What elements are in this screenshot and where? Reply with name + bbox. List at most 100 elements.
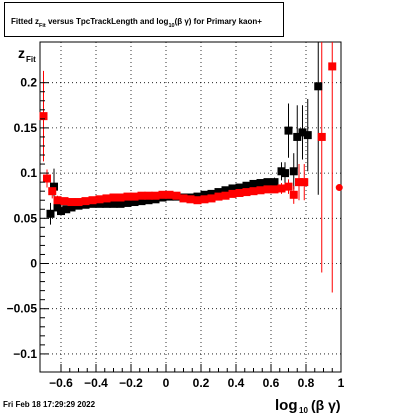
data-point: [317, 132, 326, 141]
data-point: [144, 196, 153, 205]
x-tick-label: 1: [338, 376, 345, 390]
data-point: [249, 179, 258, 188]
data-point: [235, 188, 244, 197]
data-point: [48, 187, 57, 196]
data-point: [277, 184, 286, 193]
data-point: [270, 178, 279, 187]
data-point: [144, 191, 153, 200]
data-point: [165, 190, 174, 199]
data-point: [200, 195, 209, 204]
data-point: [116, 199, 125, 208]
data-point: [289, 190, 298, 199]
data-point: [200, 190, 209, 199]
y-axis-label-main: z: [18, 45, 25, 61]
x-tick-label: −0.6: [49, 376, 73, 390]
data-point: [60, 197, 69, 206]
data-point: [102, 199, 111, 208]
data-point: [95, 195, 104, 204]
chart-title: Fitted zFit versus TpcTrackLength and lo…: [11, 17, 262, 29]
title-lead: Fitted z: [11, 17, 39, 26]
data-point: [303, 131, 312, 140]
data-point: [130, 198, 139, 207]
data-point: [158, 190, 167, 199]
data-point: [46, 209, 55, 218]
data-point: [130, 192, 139, 201]
data-point: [270, 185, 279, 194]
data-point: [289, 167, 298, 176]
data-point: [214, 192, 223, 201]
y-tick-label: 0.1: [20, 166, 37, 180]
title-middle: versus TpcTrackLength and log: [46, 17, 169, 26]
x-tick-label: −0.2: [119, 376, 143, 390]
x-axis-label-sub: 10: [299, 406, 308, 414]
data-point: [235, 183, 244, 192]
chart-title-box: Fitted zFit versus TpcTrackLength and lo…: [4, 2, 284, 37]
data-point: [172, 191, 181, 200]
x-tick-label: 0.4: [228, 376, 245, 390]
x-tick-label: 0.2: [193, 376, 210, 390]
data-point: [43, 174, 51, 183]
y-tick-label: −0.05: [7, 302, 38, 316]
x-tick-label: 0.6: [263, 376, 280, 390]
data-point: [207, 194, 216, 203]
x-tick-label: 0: [163, 376, 170, 390]
y-tick-label: 0.15: [14, 121, 38, 135]
data-point: [50, 182, 58, 191]
y-tick-label: 0.05: [14, 211, 38, 225]
data-point: [151, 191, 160, 200]
data-point: [116, 193, 125, 202]
data-point: [221, 191, 230, 200]
data-point: [207, 189, 216, 198]
title-middle-sub: 10: [168, 23, 174, 29]
data-markers: [39, 62, 343, 218]
data-point: [109, 193, 118, 202]
axis-ticks: [40, 82, 342, 372]
y-tick-label: −0.1: [13, 347, 37, 361]
y-axis-label: z Fit: [18, 45, 36, 64]
data-point: [300, 178, 309, 187]
x-axis-label: log 10 (β γ): [275, 397, 341, 414]
data-point: [179, 194, 188, 203]
data-point: [256, 179, 265, 188]
data-point: [57, 207, 65, 216]
data-point: [67, 198, 76, 207]
data-point: [314, 82, 323, 91]
data-point: [53, 196, 62, 205]
data-point: [281, 169, 289, 178]
x-tick-label: 0.8: [298, 376, 315, 390]
data-point: [137, 197, 146, 206]
y-axis-label-sub: Fit: [26, 55, 36, 64]
data-point: [62, 205, 71, 214]
data-point: [88, 196, 97, 205]
data-point: [284, 126, 293, 135]
data-point: [123, 198, 132, 207]
data-point: [67, 203, 76, 212]
data-point: [74, 198, 83, 207]
data-point: [295, 178, 303, 187]
x-axis-label-tail: (β γ): [311, 397, 341, 413]
data-point: [186, 195, 195, 204]
data-point: [263, 178, 272, 187]
data-point: [335, 184, 343, 192]
y-tick-label: 0: [30, 257, 37, 271]
x-axis-label-main: log: [275, 397, 298, 414]
data-point: [214, 188, 223, 197]
y-tick-label: 0.2: [20, 76, 37, 90]
data-point: [109, 199, 118, 208]
data-point: [249, 187, 258, 196]
data-point: [298, 128, 307, 137]
data-point: [293, 132, 302, 141]
data-point: [256, 186, 265, 195]
data-point: [221, 186, 230, 195]
title-tail: (β γ) for Primary kaon+: [175, 17, 263, 26]
data-point: [137, 191, 146, 200]
data-point: [242, 181, 251, 190]
data-point: [81, 197, 90, 206]
data-point: [242, 188, 251, 197]
title-lead-sub: Fit: [39, 23, 46, 29]
data-point: [95, 199, 104, 208]
data-point: [39, 112, 48, 121]
svg-text:Fitted zFit versus TpcTrackL: Fitted zFit versus TpcTrackLength and lo…: [11, 17, 262, 29]
x-tick-label: −0.4: [84, 376, 108, 390]
